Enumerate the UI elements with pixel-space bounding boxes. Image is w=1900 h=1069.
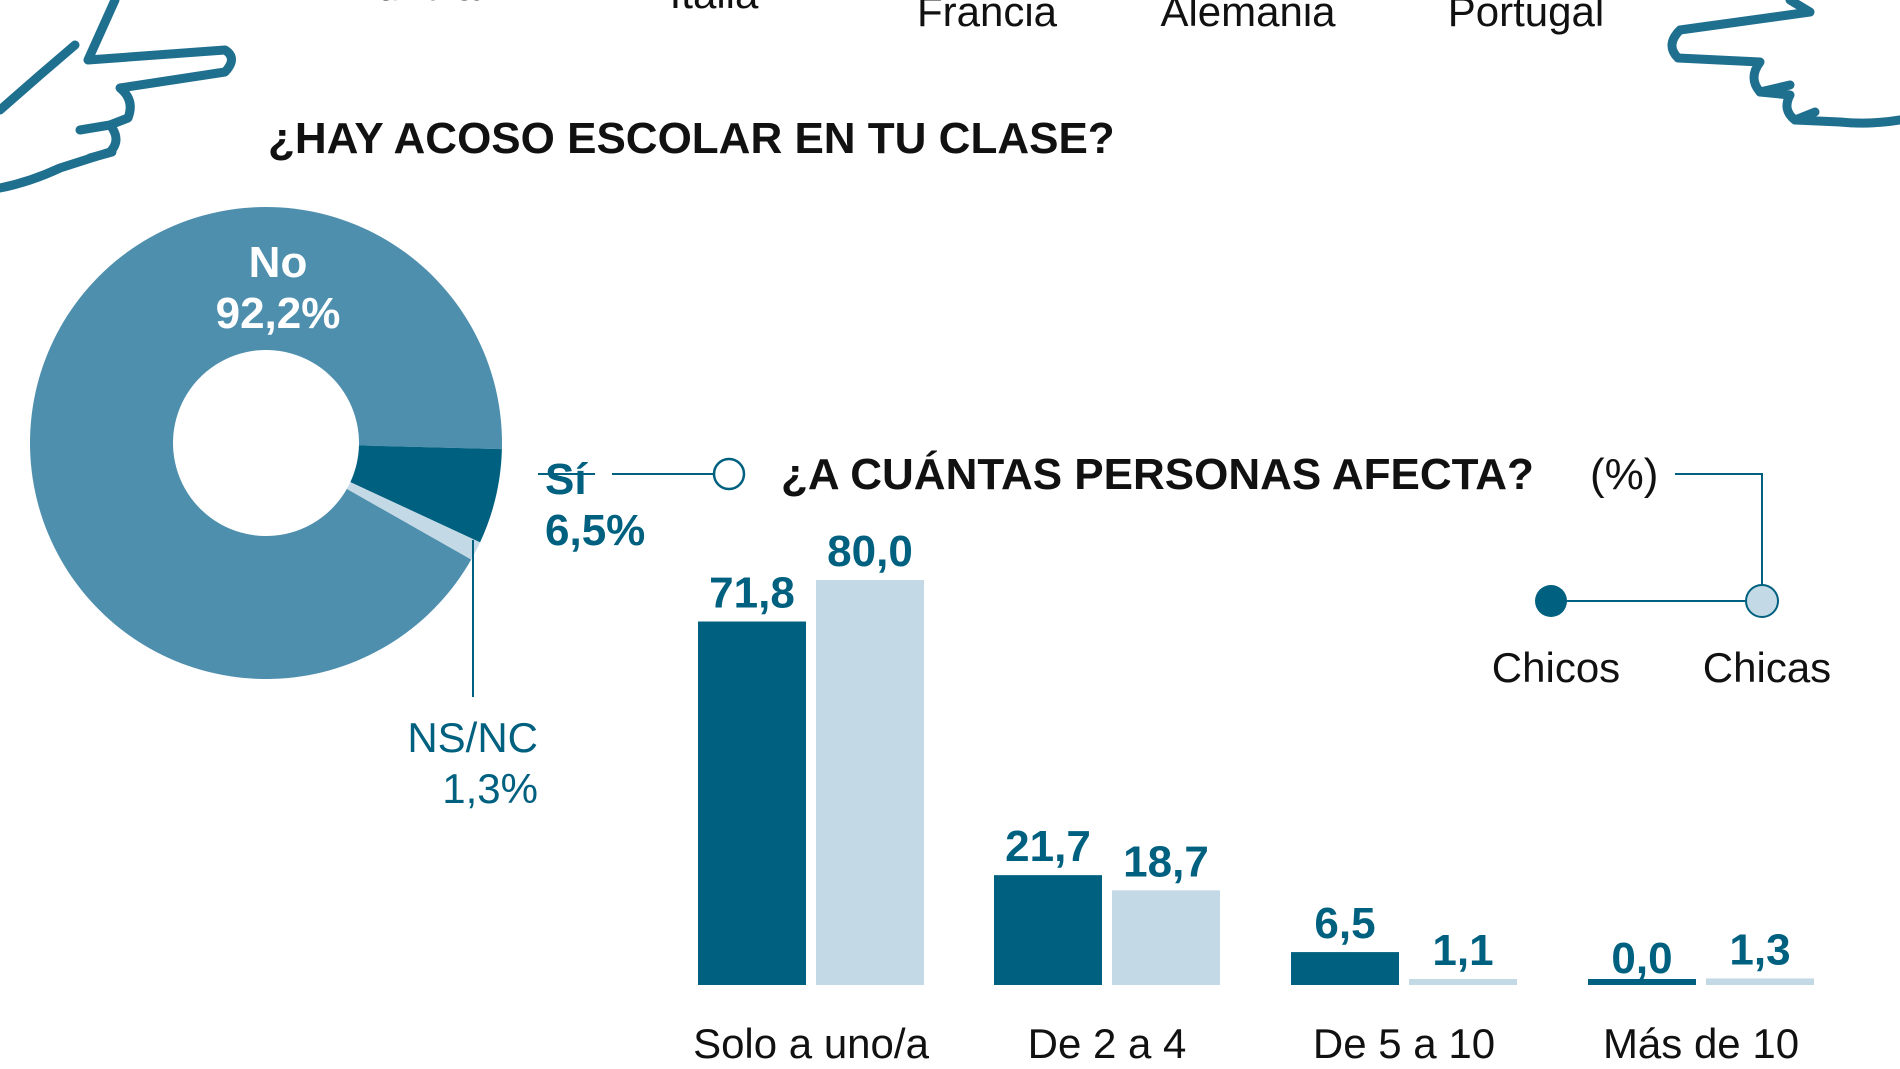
bar-chicas-3 <box>1706 978 1814 985</box>
slice-label-nsnc-value: 1,3% <box>442 765 538 812</box>
bar-chart: 71,8 80,0 Solo a uno/a 21,7 18,7 De 2 a 4 6,5 1… <box>693 527 1814 1067</box>
pie-chart-title: ¿HAY ACOSO ESCOLAR EN TU CLASE? <box>268 114 1115 163</box>
pointing-hand-left-icon <box>0 0 236 193</box>
header-labels: Mundial Italia Francia Alemania Portugal <box>341 0 1604 35</box>
bar-chicas-1 <box>1112 890 1220 985</box>
bar-chicos-1 <box>994 875 1102 985</box>
legend-dot-chicas <box>1745 584 1779 618</box>
bar-chicos-2 <box>1291 952 1399 985</box>
header-label-italia: Italia <box>670 0 759 17</box>
header-label-alemania: Alemania <box>1160 0 1336 35</box>
bar-chicos-3 <box>1588 979 1696 985</box>
pointing-hand-right-icon <box>1667 0 1900 128</box>
bar-chicos-0 <box>698 621 806 985</box>
slice-label-si-value: 6,5% <box>545 506 645 555</box>
bar-value-label-chicas-1: 18,7 <box>1123 837 1209 886</box>
legend-bracket-line <box>1675 473 1763 585</box>
bar-value-label-chicas-0: 80,0 <box>827 527 913 576</box>
legend-dot-chicos <box>1535 585 1567 617</box>
bar-value-label-chicas-3: 1,3 <box>1729 925 1790 974</box>
donut-slice-no <box>29 207 503 680</box>
si-connector-dot <box>712 457 746 491</box>
bar-chart-unit: (%) <box>1590 450 1658 499</box>
bar-value-label-chicas-2: 1,1 <box>1432 926 1493 975</box>
bar-value-label-chicos-3: 0,0 <box>1611 934 1672 983</box>
bar-value-label-chicos-0: 71,8 <box>709 569 795 618</box>
category-label-0: Solo a uno/a <box>693 1020 930 1067</box>
legend-label-chicas: Chicas <box>1703 644 1831 691</box>
bar-chicas-2 <box>1409 979 1517 985</box>
category-label-2: De 5 a 10 <box>1313 1020 1495 1067</box>
legend: Chicos Chicas <box>1492 584 1831 691</box>
bar-chart-title: ¿A CUÁNTAS PERSONAS AFECTA? <box>781 449 1534 499</box>
donut-chart <box>29 207 503 680</box>
legend-label-chicos: Chicos <box>1492 644 1620 691</box>
slice-label-no-name: No <box>249 238 308 287</box>
header-label-francia: Francia <box>917 0 1058 35</box>
donut-slice-nsnc <box>346 482 481 560</box>
bar-chicas-0 <box>816 580 924 985</box>
bar-value-label-chicos-2: 6,5 <box>1314 899 1375 948</box>
header-label-mundial: Mundial <box>341 0 488 9</box>
header-label-portugal: Portugal <box>1448 0 1604 35</box>
donut-slice-si <box>350 445 502 543</box>
slice-label-no-value: 92,2% <box>216 289 341 338</box>
category-label-3: Más de 10 <box>1603 1020 1799 1067</box>
category-label-1: De 2 a 4 <box>1028 1020 1187 1067</box>
slice-label-si-name: Sí <box>545 455 588 504</box>
slice-label-nsnc-name: NS/NC <box>407 714 538 761</box>
bar-value-label-chicos-1: 21,7 <box>1005 822 1091 871</box>
